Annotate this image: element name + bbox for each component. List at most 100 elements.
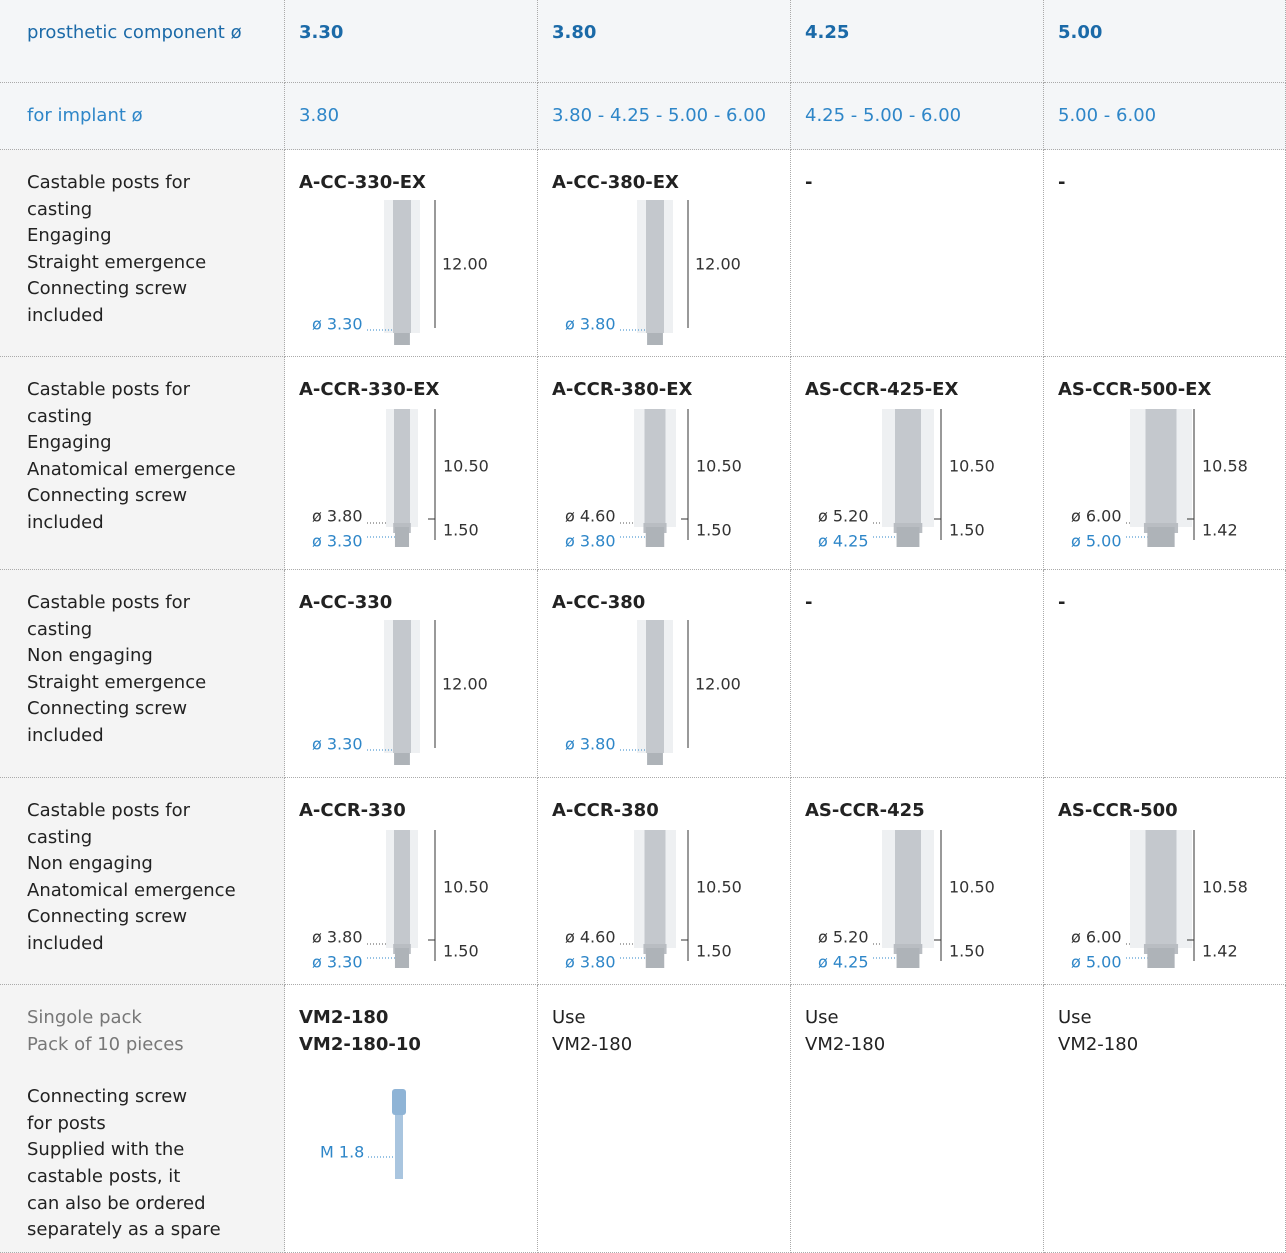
table-cell: Castable posts for casting Non engaging Ana… bbox=[0, 778, 285, 985]
cell-text: 3.80 bbox=[299, 105, 340, 126]
cell-text: Castable posts for bbox=[27, 592, 191, 613]
cell-text: included bbox=[27, 932, 104, 954]
cell-text: Anatomical emergence bbox=[27, 458, 236, 480]
outer-diameter: ø 6.00 bbox=[1071, 507, 1122, 526]
table-cell: Castable posts for casting Engaging Anatomi… bbox=[0, 357, 285, 570]
cell-text: Castable posts for bbox=[27, 172, 191, 193]
cell-text: Anatomical emergence bbox=[27, 879, 236, 901]
cell-text: Non engaging bbox=[27, 645, 153, 667]
cell-text: casting bbox=[27, 826, 93, 848]
cell-text: A-CC-330-EX bbox=[299, 172, 426, 193]
table-cell: A-CC-380 12.00 ø 3.80 bbox=[538, 570, 791, 778]
diameter-label: ø 3.30 bbox=[312, 735, 363, 754]
cell-text: Connecting screw bbox=[27, 485, 188, 507]
cell-text: VM2-180-10 bbox=[299, 1033, 421, 1055]
cell-text: 4.25 - 5.00 - 6.00 bbox=[805, 105, 962, 126]
table-cell: 5.00 - 6.00 bbox=[1044, 83, 1286, 150]
cell-text: 5.00 bbox=[1058, 22, 1103, 43]
base-label: 1.50 bbox=[696, 521, 732, 540]
height-label: 10.50 bbox=[696, 878, 742, 897]
drawing: 10.50 1.50 ø 3.80 ø 3.30 bbox=[312, 830, 489, 972]
post-collar bbox=[645, 948, 665, 968]
diameter-label: ø 3.80 bbox=[565, 532, 616, 551]
cell-text: Connecting screw bbox=[27, 906, 188, 928]
cell-text: - bbox=[805, 592, 813, 613]
height-label: 12.00 bbox=[442, 255, 488, 274]
screw-shaft bbox=[395, 1115, 403, 1179]
cell-text: Non engaging bbox=[27, 853, 153, 875]
cell-text: 3.30 bbox=[299, 22, 344, 43]
base-label: 1.50 bbox=[949, 521, 985, 540]
cell-text: casting bbox=[27, 618, 93, 640]
table-cell: 4.25 bbox=[791, 0, 1044, 83]
table-cell: 4.25 - 5.00 - 6.00 bbox=[791, 83, 1044, 150]
cell-text: Straight emergence bbox=[27, 671, 207, 693]
table-cell: - bbox=[791, 150, 1044, 357]
table-cell: AS-CCR-500 10.58 1.42 ø 6.00 ø 5.00 bbox=[1044, 778, 1286, 985]
table-cell: AS-CCR-425 10.50 1.50 ø 5.20 ø 4.25 bbox=[791, 778, 1044, 985]
post-collar bbox=[394, 948, 410, 968]
cell-text: 5.00 - 6.00 bbox=[1058, 105, 1157, 126]
drawing: 10.50 1.50 ø 3.80 ø 3.30 bbox=[312, 409, 489, 551]
table-cell: - bbox=[1044, 570, 1286, 778]
cell-text: AS-CCR-500 bbox=[1058, 800, 1178, 821]
post-collar bbox=[896, 527, 920, 547]
table-cell: AS-CCR-500-EX 10.58 1.42 ø 6.00 ø 5.00 bbox=[1044, 357, 1286, 570]
diameter-label: ø 3.80 bbox=[565, 735, 616, 754]
post-core bbox=[393, 620, 411, 753]
base-label: 1.42 bbox=[1202, 521, 1238, 540]
table-cell: A-CCR-330 10.50 1.50 ø 3.80 ø 3.30 bbox=[285, 778, 538, 985]
cell-text: Connecting screw bbox=[27, 278, 188, 300]
cell-text: - bbox=[1058, 172, 1066, 193]
post-core bbox=[646, 200, 664, 333]
cell-text: Singole pack bbox=[27, 1007, 142, 1028]
post-core bbox=[394, 830, 410, 948]
height-label: 12.00 bbox=[695, 675, 741, 694]
cell-text: for implant ø bbox=[27, 105, 143, 126]
outer-diameter: ø 6.00 bbox=[1071, 928, 1122, 947]
table-cell: 3.80 - 4.25 - 5.00 - 6.00 bbox=[538, 83, 791, 150]
drawing: 12.00 ø 3.30 bbox=[312, 200, 488, 345]
cell-text: - bbox=[805, 172, 813, 193]
table-cell: Castable posts for casting Engaging Straigh… bbox=[0, 150, 285, 357]
table-cell: A-CCR-330-EX 10.50 1.50 ø 3.80 ø 3.30 bbox=[285, 357, 538, 570]
height-label: 10.58 bbox=[1202, 878, 1248, 897]
outer-diameter: ø 5.20 bbox=[818, 507, 869, 526]
diameter-label: ø 4.25 bbox=[818, 953, 869, 972]
post-core bbox=[1145, 409, 1177, 527]
height-label: 10.50 bbox=[443, 878, 489, 897]
table-cell: Use VM2-180 bbox=[538, 985, 791, 1253]
table-cell: 3.80 bbox=[538, 0, 791, 83]
cell-text: Use bbox=[805, 1007, 839, 1028]
screw-head bbox=[392, 1089, 406, 1115]
post-core bbox=[644, 830, 666, 948]
table-cell: A-CC-380-EX 12.00 ø 3.80 bbox=[538, 150, 791, 357]
cell-text: Straight emergence bbox=[27, 251, 207, 273]
cell-text: Pack of 10 pieces bbox=[27, 1033, 184, 1055]
post-core bbox=[394, 409, 410, 527]
cell-text: - bbox=[1058, 592, 1066, 613]
post-core bbox=[646, 620, 664, 753]
base-label: 1.42 bbox=[1202, 942, 1238, 961]
post-core bbox=[393, 200, 411, 333]
drawing: 10.58 1.42 ø 6.00 ø 5.00 bbox=[1071, 830, 1248, 972]
base-label: 1.50 bbox=[949, 942, 985, 961]
drawing: 10.50 1.50 ø 4.60 ø 3.80 bbox=[565, 409, 742, 551]
table-cell: 5.00 bbox=[1044, 0, 1286, 83]
cell-text: included bbox=[27, 511, 104, 533]
cell-text: VM2-180 bbox=[805, 1033, 886, 1055]
diameter-label: ø 5.00 bbox=[1071, 532, 1122, 551]
post-core bbox=[644, 409, 666, 527]
table-cell: - bbox=[1044, 150, 1286, 357]
diameter-label: ø 3.80 bbox=[565, 315, 616, 334]
diameter-label: ø 3.30 bbox=[312, 953, 363, 972]
drawing: 10.50 1.50 ø 4.60 ø 3.80 bbox=[565, 830, 742, 972]
cell-text: Castable posts for bbox=[27, 379, 191, 400]
table-cell: Use VM2-180 bbox=[1044, 985, 1286, 1253]
table-cell: - bbox=[791, 570, 1044, 778]
cell-text: included bbox=[27, 724, 104, 746]
cell-text: A-CCR-330 bbox=[299, 800, 406, 821]
table-cell: AS-CCR-425-EX 10.50 1.50 ø 5.20 ø 4.25 bbox=[791, 357, 1044, 570]
diameter-label: ø 4.25 bbox=[818, 532, 869, 551]
cell-text: AS-CCR-425-EX bbox=[805, 379, 959, 400]
